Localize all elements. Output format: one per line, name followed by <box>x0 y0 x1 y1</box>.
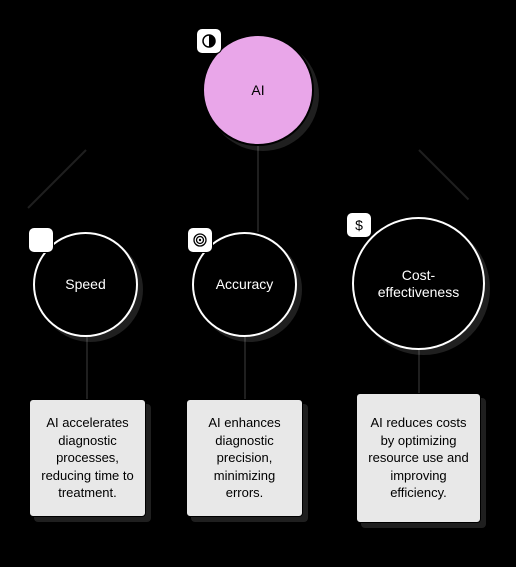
blank-icon <box>28 227 54 253</box>
contrast-icon <box>196 28 222 54</box>
cost-circle: Cost-effectiveness <box>352 217 485 350</box>
target-icon <box>187 227 213 253</box>
connector-accuracy-desc <box>244 337 246 399</box>
speed-desc: AI accelerates diagnostic processes, red… <box>29 399 146 517</box>
connector-speed-desc <box>86 337 88 399</box>
connector-cost-desc <box>418 350 420 393</box>
speed-desc-text: AI accelerates diagnostic processes, red… <box>38 414 137 502</box>
connector-ai-accuracy <box>257 146 259 232</box>
connector-ai-cost <box>418 149 469 200</box>
cost-label: Cost-effectiveness <box>354 267 483 301</box>
cost-desc: AI reduces costs by optimizing resource … <box>356 393 481 523</box>
cost-desc-text: AI reduces costs by optimizing resource … <box>365 414 472 502</box>
ai-label: AI <box>241 82 274 99</box>
accuracy-label: Accuracy <box>206 276 284 293</box>
speed-label: Speed <box>55 276 115 293</box>
dollar-icon: $ <box>346 212 372 238</box>
connector-ai-speed <box>27 149 86 208</box>
accuracy-desc: AI enhances diagnostic precision, minimi… <box>186 399 303 517</box>
accuracy-desc-text: AI enhances diagnostic precision, minimi… <box>195 414 294 502</box>
